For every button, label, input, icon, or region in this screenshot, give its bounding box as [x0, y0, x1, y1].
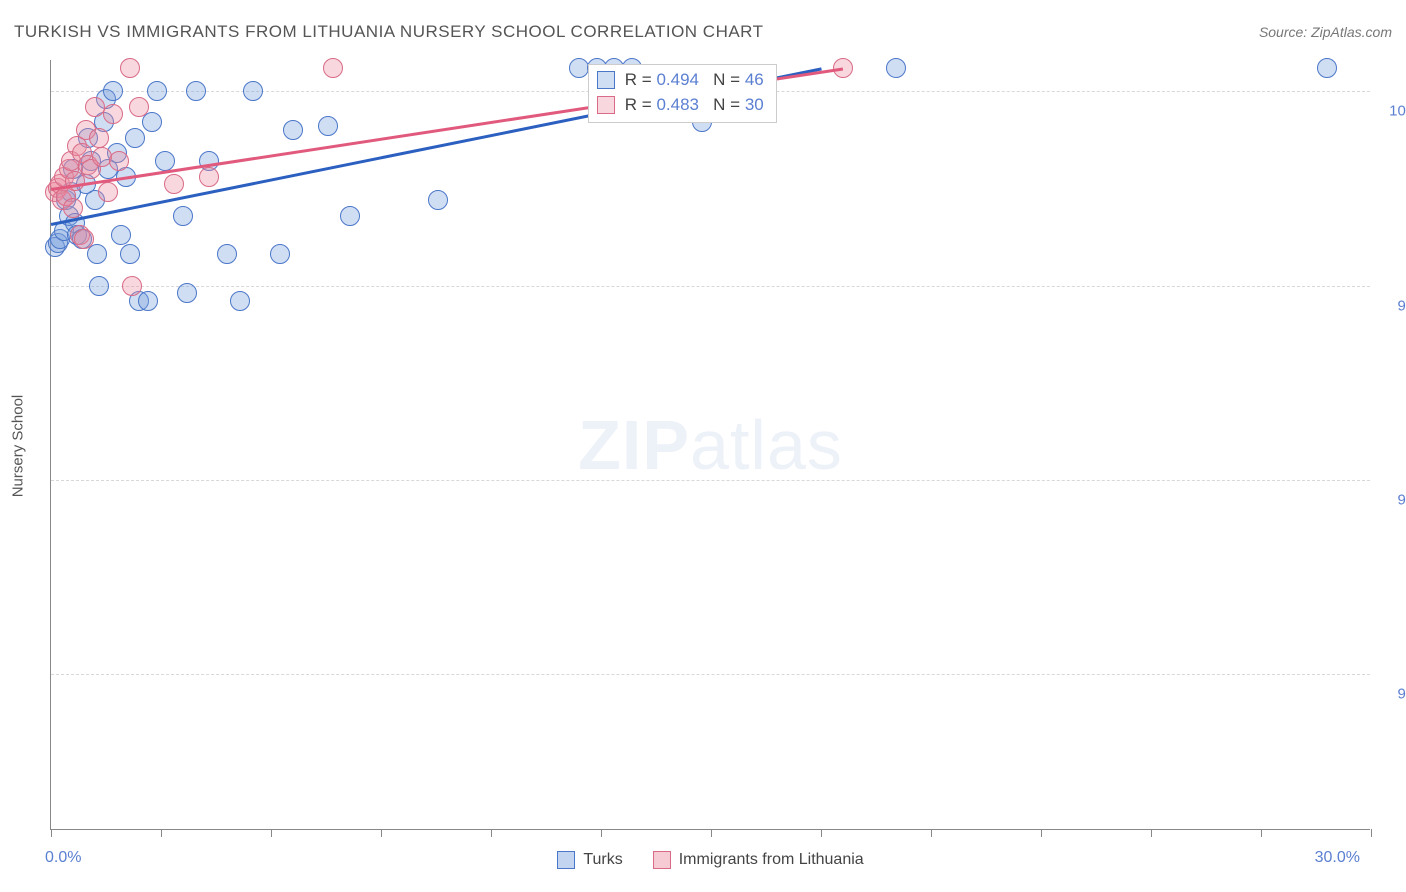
x-tick: [821, 829, 822, 837]
legend-text: R = 0.494 N = 46: [625, 67, 764, 93]
legend-swatch: [597, 71, 615, 89]
data-point: [138, 291, 158, 311]
y-tick-label: 92.5%: [1380, 686, 1406, 703]
source-label: Source: ZipAtlas.com: [1259, 24, 1392, 40]
x-tick: [1371, 829, 1372, 837]
legend-swatch: [557, 851, 575, 869]
legend-text: R = 0.483 N = 30: [625, 92, 764, 118]
data-point: [199, 167, 219, 187]
data-point: [155, 151, 175, 171]
data-point: [103, 81, 123, 101]
data-point: [428, 190, 448, 210]
data-point: [173, 206, 193, 226]
data-point: [98, 182, 118, 202]
x-tick: [491, 829, 492, 837]
data-point: [103, 104, 123, 124]
y-axis-label: Nursery School: [10, 395, 27, 498]
data-point: [122, 276, 142, 296]
legend-swatch: [597, 96, 615, 114]
watermark: ZIPatlas: [578, 405, 843, 485]
x-tick: [1261, 829, 1262, 837]
data-point: [164, 174, 184, 194]
data-point: [177, 283, 197, 303]
data-point: [109, 151, 129, 171]
plot-area: ZIPatlas 92.5%95.0%97.5%100.0%0.0%30.0%R…: [50, 60, 1370, 830]
data-point: [340, 206, 360, 226]
gridline: [51, 286, 1370, 287]
data-point: [111, 225, 131, 245]
y-tick-label: 97.5%: [1380, 297, 1406, 314]
data-point: [89, 276, 109, 296]
data-point: [129, 97, 149, 117]
gridline: [51, 480, 1370, 481]
legend-swatch: [653, 851, 671, 869]
data-point: [270, 244, 290, 264]
data-point: [89, 128, 109, 148]
x-tick: [931, 829, 932, 837]
data-point: [120, 58, 140, 78]
series-legend: Turks Immigrants from Lithuania: [51, 851, 1370, 869]
data-point: [886, 58, 906, 78]
y-tick-label: 100.0%: [1380, 103, 1406, 120]
legend-label: Immigrants from Lithuania: [679, 851, 864, 869]
chart-title: TURKISH VS IMMIGRANTS FROM LITHUANIA NUR…: [14, 22, 764, 42]
data-point: [243, 81, 263, 101]
x-tick: [1041, 829, 1042, 837]
x-tick: [601, 829, 602, 837]
data-point: [217, 244, 237, 264]
data-point: [1317, 58, 1337, 78]
data-point: [74, 229, 94, 249]
data-point: [323, 58, 343, 78]
x-tick: [271, 829, 272, 837]
x-tick: [51, 829, 52, 837]
x-tick: [711, 829, 712, 837]
legend-label: Turks: [583, 851, 622, 869]
correlation-legend: R = 0.494 N = 46R = 0.483 N = 30: [588, 64, 777, 123]
data-point: [147, 81, 167, 101]
gridline: [51, 674, 1370, 675]
data-point: [142, 112, 162, 132]
data-point: [125, 128, 145, 148]
x-tick: [1151, 829, 1152, 837]
y-tick-label: 95.0%: [1380, 492, 1406, 509]
data-point: [230, 291, 250, 311]
data-point: [92, 147, 112, 167]
data-point: [186, 81, 206, 101]
x-tick: [161, 829, 162, 837]
data-point: [318, 116, 338, 136]
data-point: [283, 120, 303, 140]
data-point: [120, 244, 140, 264]
x-tick: [381, 829, 382, 837]
data-point: [63, 198, 83, 218]
data-point: [87, 244, 107, 264]
